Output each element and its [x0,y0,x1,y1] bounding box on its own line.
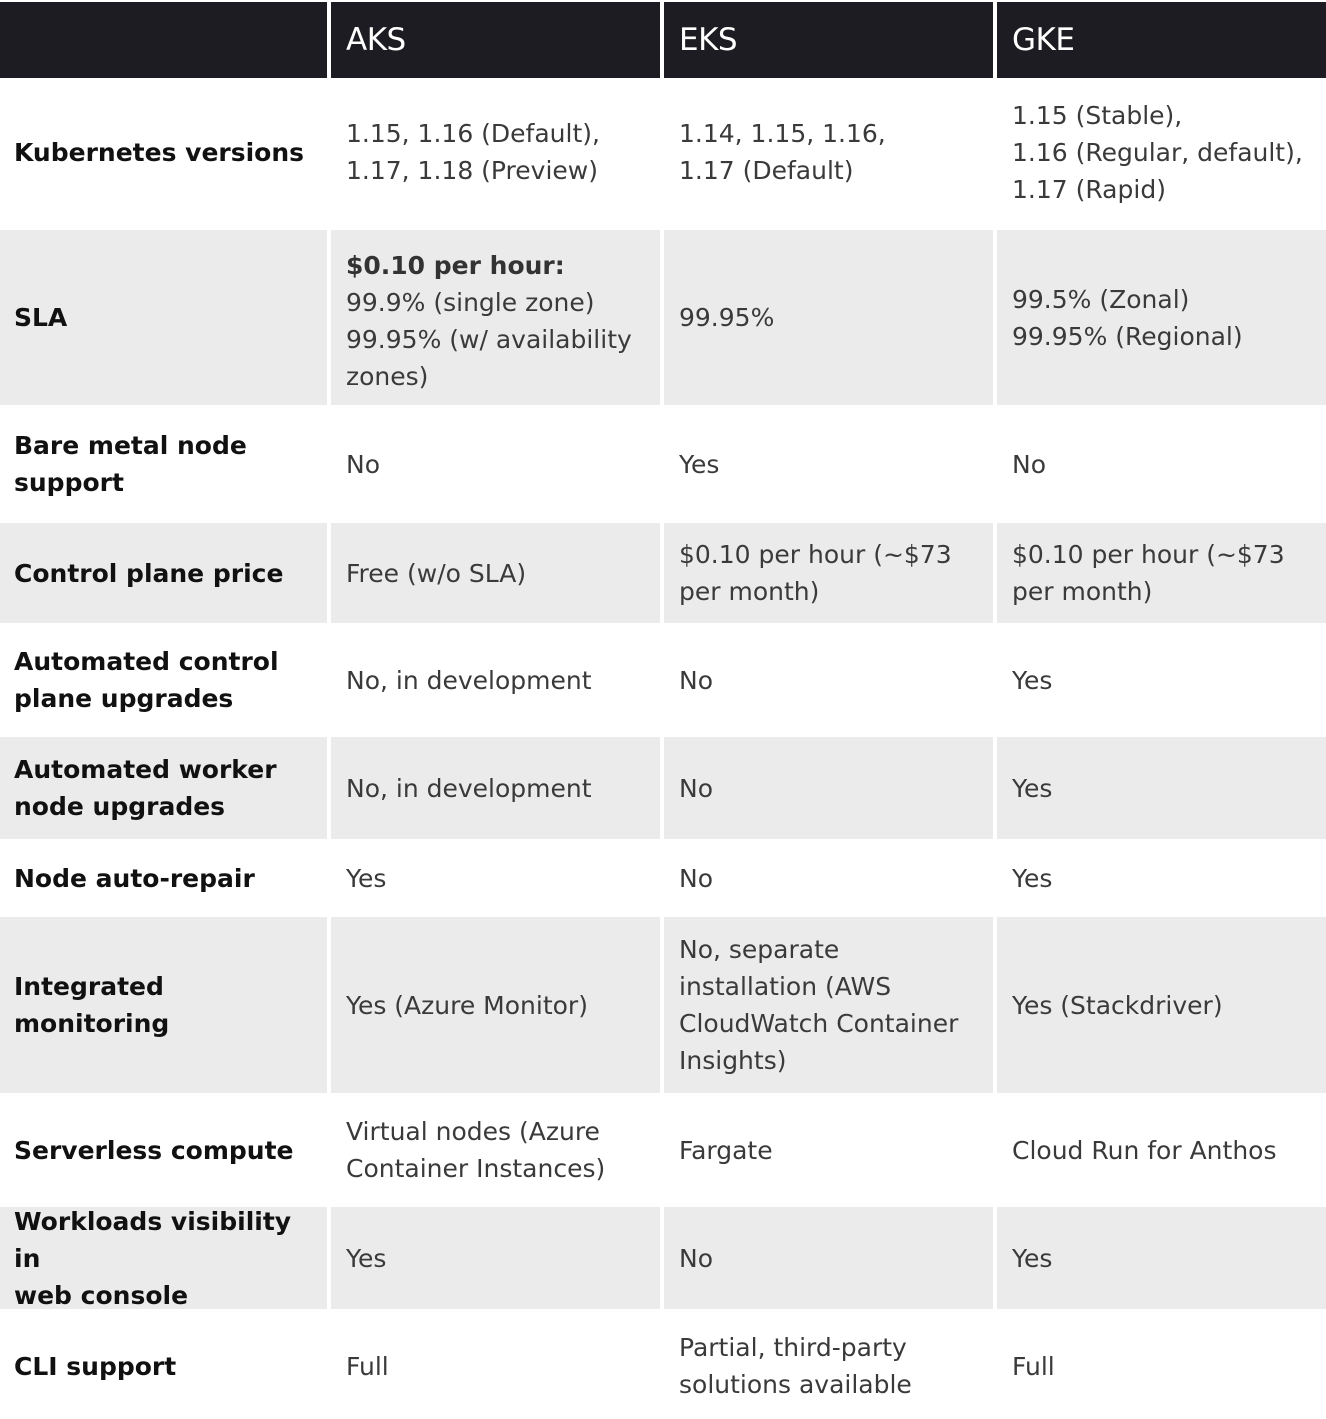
table-row: CLI support Full Partial, third-party so… [0,1313,1326,1419]
cell-gke: 99.5% (Zonal) 99.95% (Regional) [1012,284,1243,351]
cell-eks: No [664,1207,997,1309]
row-label-serverless-compute: Serverless compute [0,1097,331,1203]
table-row: Node auto-repair Yes No Yes [0,843,1326,917]
table-row: Serverless compute Virtual nodes (Azure … [0,1097,1326,1207]
table-row: Automated worker node upgrades No, in de… [0,737,1326,843]
row-label-control-plane-price: Control plane price [0,523,331,623]
cell-eks: No [664,737,997,839]
cell-aks: No, in development [331,627,664,733]
table-row: Workloads visibility in web console Yes … [0,1207,1326,1313]
cell-aks: $0.10 per hour: 99.9% (single zone) 99.9… [331,230,664,405]
cell-eks: $0.10 per hour (~$73 per month) [664,523,997,623]
cell-eks: 99.95% [664,230,997,405]
cell-gke: Yes [1012,773,1053,803]
row-label-control-plane-upgrades: Automated control plane upgrades [0,627,331,733]
cell-aks: Full [331,1313,664,1419]
table-row: Kubernetes versions 1.15, 1.16 (Default)… [0,78,1326,230]
cell-gke: $0.10 per hour (~$73 per month) [1012,540,1285,606]
header-corner-cell [0,2,331,78]
cell-eks: No [664,843,997,913]
header-gke: GKE [1012,21,1075,58]
cell-eks: Partial, third-party solutions available [664,1313,997,1419]
cell-aks: Yes [331,1207,664,1309]
row-label-node-auto-repair: Node auto-repair [0,843,331,913]
row-label-cli-support: CLI support [0,1313,331,1419]
cell-gke: 1.15 (Stable), 1.16 (Regular, default), … [1012,100,1303,204]
cell-aks: No [331,409,664,519]
cell-gke: Yes (Stackdriver) [1012,990,1223,1020]
header-eks: EKS [664,2,997,78]
cell-eks: No [664,627,997,733]
cell-aks: Free (w/o SLA) [331,523,664,623]
cell-eks: Yes [664,409,997,519]
cell-gke: Cloud Run for Anthos [1012,1135,1277,1165]
cell-eks: No, separate installation (AWS CloudWatc… [664,917,997,1093]
cell-aks-price-heading: $0.10 per hour: [346,251,565,280]
row-label-integrated-monitoring: Integrated monitoring [0,917,331,1093]
cell-eks: Fargate [664,1097,997,1203]
cell-aks-sla-text: 99.9% (single zone) 99.95% (w/ availabil… [346,288,632,391]
table-row: Automated control plane upgrades No, in … [0,627,1326,737]
table-header-row: AKS EKS GKE [0,2,1326,78]
cell-aks: Virtual nodes (Azure Container Instances… [331,1097,664,1203]
row-label-sla: SLA [0,230,331,405]
table-row: Integrated monitoring Yes (Azure Monitor… [0,917,1326,1097]
cell-aks: Yes [331,843,664,913]
cell-gke: Yes [1012,863,1053,893]
cell-gke: Yes [1012,665,1053,695]
table-row: SLA $0.10 per hour: 99.9% (single zone) … [0,230,1326,409]
cell-gke: Full [1012,1351,1055,1381]
table-row: Bare metal node support No Yes No [0,409,1326,523]
cell-aks: Yes (Azure Monitor) [331,917,664,1093]
row-label-workloads-visibility: Workloads visibility in web console [0,1207,331,1310]
row-label-worker-node-upgrades: Automated worker node upgrades [0,737,331,839]
table-row: Control plane price Free (w/o SLA) $0.10… [0,523,1326,627]
cell-eks: 1.14, 1.15, 1.16, 1.17 (Default) [664,78,997,226]
row-label-bare-metal: Bare metal node support [0,409,331,519]
cell-aks: 1.15, 1.16 (Default), 1.17, 1.18 (Previe… [331,78,664,226]
cell-aks: No, in development [331,737,664,839]
row-label-kubernetes-versions: Kubernetes versions [0,78,331,226]
cell-gke: Yes [1012,1243,1053,1273]
header-aks: AKS [331,2,664,78]
cell-gke: No [1012,449,1046,479]
